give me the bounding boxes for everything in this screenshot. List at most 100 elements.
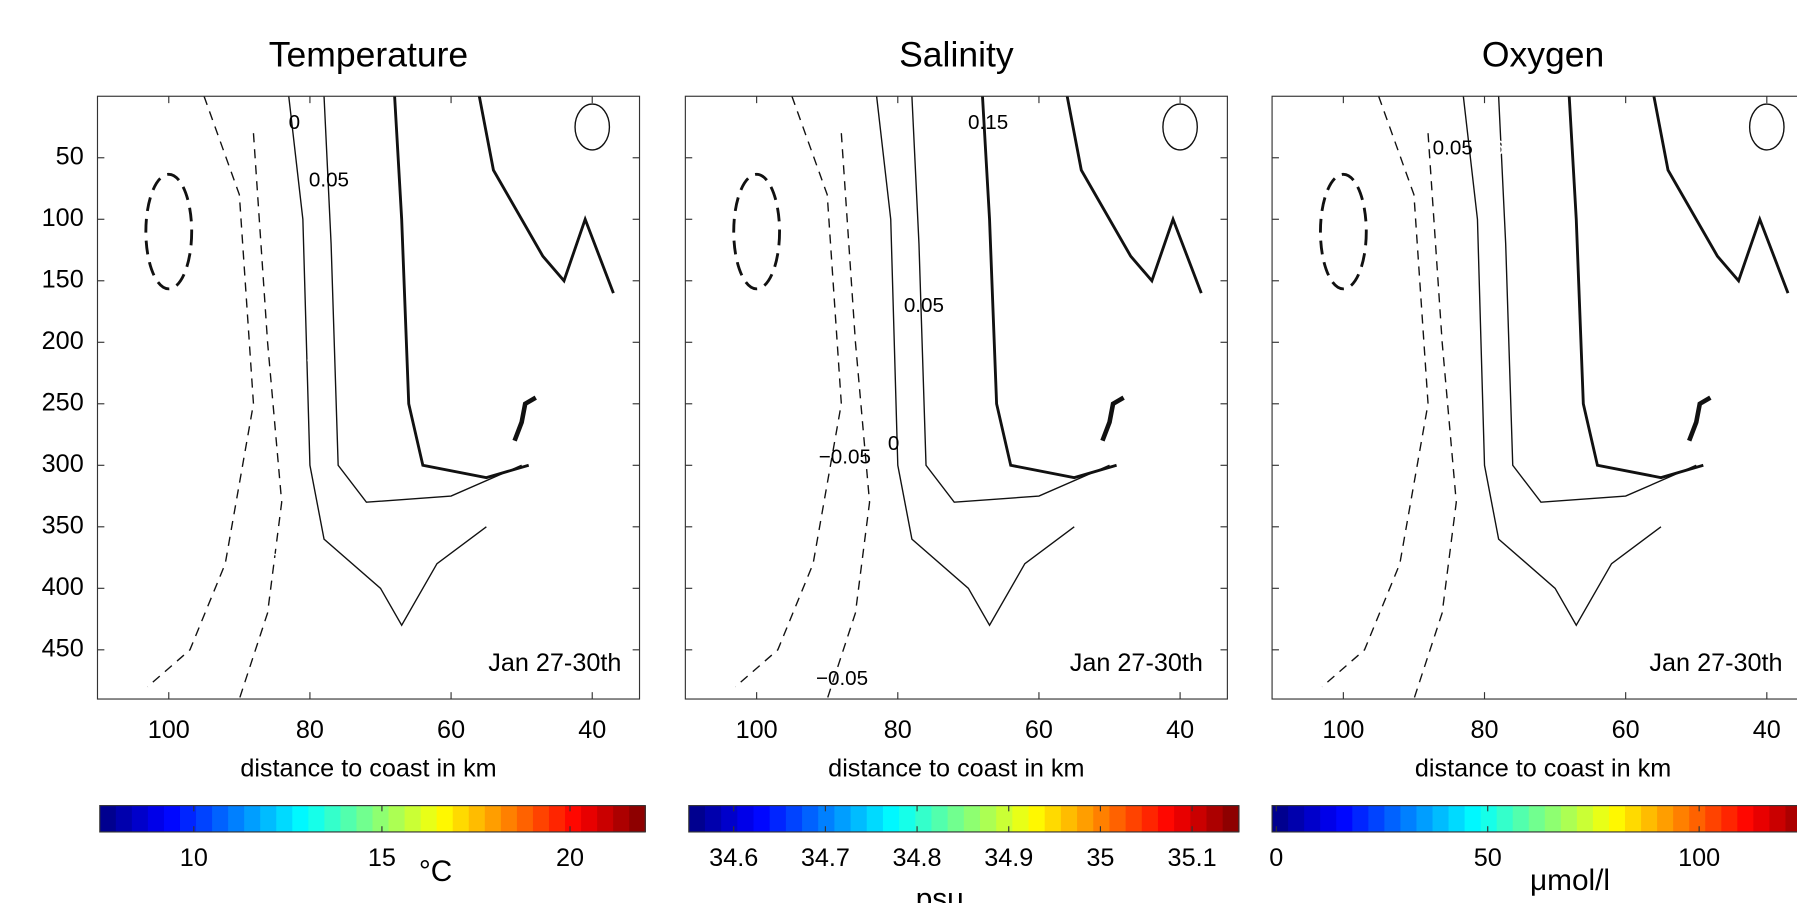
colorbar-segment: [899, 805, 916, 832]
x-tick-label: 100: [736, 716, 778, 744]
colorbar-segment: [179, 805, 197, 832]
field: [115, 96, 632, 700]
colorbar-segment: [1528, 805, 1546, 832]
colorbar-segment: [1206, 805, 1224, 832]
colorbar-segment: [963, 805, 981, 832]
colorbar-segment: [1785, 805, 1797, 832]
colorbar-segment: [372, 805, 390, 832]
colorbar-segment: [834, 805, 852, 832]
isopycnal: [703, 507, 1219, 554]
colorbar-segment: [1157, 805, 1175, 832]
colorbar-tick-label: 34.8: [893, 844, 942, 872]
colorbar-segment: [244, 805, 261, 832]
x-axis-label: distance to coast in km: [240, 755, 496, 783]
colorbar-segment: [1608, 805, 1626, 832]
colorbar-segment: [1028, 805, 1046, 832]
colorbar-segment: [1448, 805, 1466, 832]
velocity-contour: [1065, 96, 1203, 294]
velocity-contour: [1567, 96, 1704, 480]
field: [703, 96, 1220, 700]
colorbar-tick-label: 34.6: [709, 844, 758, 872]
annotation: 26.05: [1086, 134, 1138, 157]
y-tick-label: 400: [42, 573, 84, 601]
colorbar-segment: [420, 805, 438, 832]
isopycnal: [1290, 124, 1797, 164]
colorbar-tick-label: 20: [556, 844, 584, 872]
velocity-contour: [323, 96, 522, 503]
colorbar-segment: [1304, 805, 1321, 832]
colorbar-segment: [228, 805, 245, 832]
velocity-contour: [1652, 96, 1790, 294]
colorbar-segment: [292, 805, 310, 832]
colorbar-frame: [99, 805, 646, 833]
panel-title: Temperature: [269, 35, 468, 75]
colorbar-segment: [388, 805, 406, 832]
y-tick-label: 250: [42, 388, 84, 416]
y-tick-label: 100: [42, 204, 84, 232]
colorbar-segment: [565, 805, 582, 832]
annotation: 26.65: [1505, 517, 1557, 540]
annotation: Jan 27-30th: [1649, 649, 1782, 677]
isopycnal: [115, 283, 632, 368]
velocity-contour: [393, 96, 530, 480]
velocity-contour: [1748, 103, 1785, 151]
colorbar-frame: [688, 805, 1240, 833]
colorbar-segment: [1496, 805, 1514, 832]
colorbar-segment: [1576, 805, 1594, 832]
x-tick-label: 60: [437, 716, 465, 744]
colorbar-segment: [1753, 805, 1771, 832]
colorbar-segment: [931, 805, 949, 832]
colorbar-segment: [1673, 805, 1690, 832]
colorbar-segment: [947, 805, 965, 832]
colorbar-segment: [818, 805, 836, 832]
velocity-contour: [1462, 96, 1662, 627]
y-tick-label: 150: [42, 265, 84, 293]
annotation: −0.05: [819, 445, 871, 468]
annotation: 26.35: [734, 317, 786, 340]
colorbar-segment: [1141, 805, 1159, 832]
colorbar-segment: [163, 805, 181, 832]
colorbar-segment: [1641, 805, 1658, 832]
colorbar-segment: [1384, 805, 1402, 832]
panel-title: Salinity: [899, 35, 1014, 75]
colorbar-tick-label: 34.7: [801, 844, 850, 872]
colorbar-segment: [996, 805, 1014, 832]
annotation: 0.05: [1433, 137, 1473, 160]
annotation: 26.35: [278, 346, 330, 369]
velocity-contour: [732, 172, 781, 291]
colorbar-segment: [1352, 805, 1370, 832]
colorbar-segment: [1705, 805, 1722, 832]
x-tick-label: 40: [1753, 716, 1781, 744]
colorbar-segment: [753, 805, 771, 832]
velocity-contour: [238, 133, 283, 700]
colorbar-segment: [212, 805, 229, 832]
axes-frame: [96, 95, 641, 700]
x-axis-label: distance to coast in km: [828, 755, 1084, 783]
colorbar-tick-label: 15: [368, 844, 396, 872]
colorbar-segment: [785, 805, 803, 832]
colorbar-segment: [1060, 805, 1078, 832]
colorbar-segment: [915, 805, 933, 832]
colorbar-segment: [532, 805, 550, 832]
colorbar-segment: [1689, 805, 1706, 832]
colorbar-segment: [324, 805, 342, 832]
annotation: −0.05: [816, 667, 868, 690]
isopycnal: [1290, 283, 1797, 368]
colorbar-tick-label: 35.1: [1168, 844, 1217, 872]
field: [1290, 96, 1797, 700]
colorbar-segment: [688, 805, 706, 832]
colorbar-segment: [1093, 805, 1111, 832]
velocity-contour: [1413, 133, 1457, 700]
velocity-contour: [1497, 96, 1697, 503]
x-tick-label: 60: [1612, 716, 1640, 744]
colorbar-segment: [1190, 805, 1208, 832]
x-tick-label: 80: [884, 716, 912, 744]
colorbar-segment: [404, 805, 422, 832]
x-axis-label: distance to coast in km: [1415, 755, 1671, 783]
velocity-contour: [911, 96, 1110, 503]
velocity-contour: [826, 133, 871, 700]
velocity-contour: [1319, 172, 1368, 291]
colorbar-segment: [979, 805, 997, 832]
colorbar-segment: [340, 805, 358, 832]
